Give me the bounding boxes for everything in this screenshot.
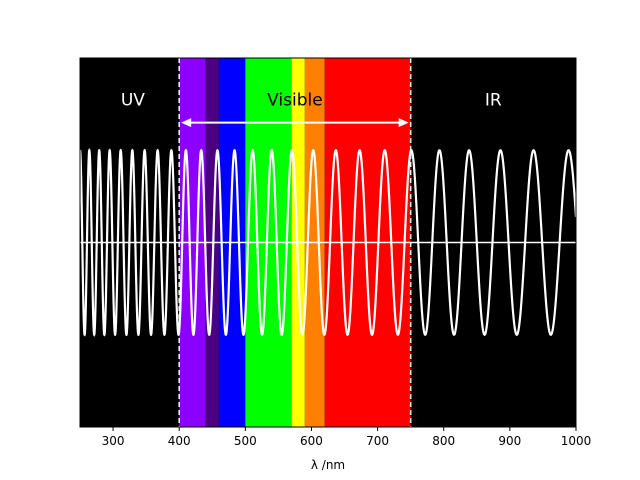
visible-range-arrow (181, 118, 409, 128)
x-tick-label: 900 (498, 434, 521, 448)
wave-series-line (79, 148, 578, 337)
x-axis-title: λ /nm (311, 458, 345, 472)
x-tick-label: 1000 (561, 434, 592, 448)
plot-area: UV Visible IR (79, 57, 578, 428)
x-tick-label: 700 (366, 434, 389, 448)
x-tick-label: 800 (432, 434, 455, 448)
visible-label: Visible (267, 91, 323, 111)
arrow-head-right (398, 118, 409, 128)
x-tick-label: 500 (234, 434, 257, 448)
x-ticks: 300 400 500 600 700 800 900 1000 (102, 427, 592, 448)
arrow-head-left (181, 118, 192, 128)
uv-label: UV (121, 91, 145, 111)
ir-label: IR (485, 91, 502, 111)
x-axis: 300 400 500 600 700 800 900 1000 (80, 426, 592, 448)
x-tick-label: 300 (102, 434, 125, 448)
x-tick-label: 600 (300, 434, 323, 448)
x-tick-label: 400 (168, 434, 191, 448)
